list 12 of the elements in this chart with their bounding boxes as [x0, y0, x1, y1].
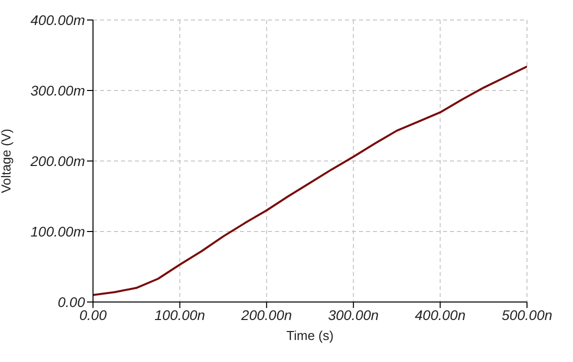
- y-axis-title: Voltage (V): [0, 128, 14, 194]
- x-tick-label: 200.00n: [240, 306, 292, 323]
- y-tick-label: 300.00m: [30, 82, 86, 98]
- x-tick-label: 400.00n: [414, 306, 466, 323]
- line-series: [93, 66, 527, 296]
- x-axis-title: Time (s): [286, 328, 334, 343]
- y-tick-label: 400.00m: [30, 12, 86, 28]
- x-tick-label: 100.00n: [154, 306, 206, 323]
- x-tick-label: 500.00n: [502, 306, 553, 323]
- y-tick-label: 100.00m: [30, 223, 86, 240]
- y-tick-label: 200.00m: [30, 152, 86, 169]
- x-tick-label: 300.00n: [328, 306, 379, 323]
